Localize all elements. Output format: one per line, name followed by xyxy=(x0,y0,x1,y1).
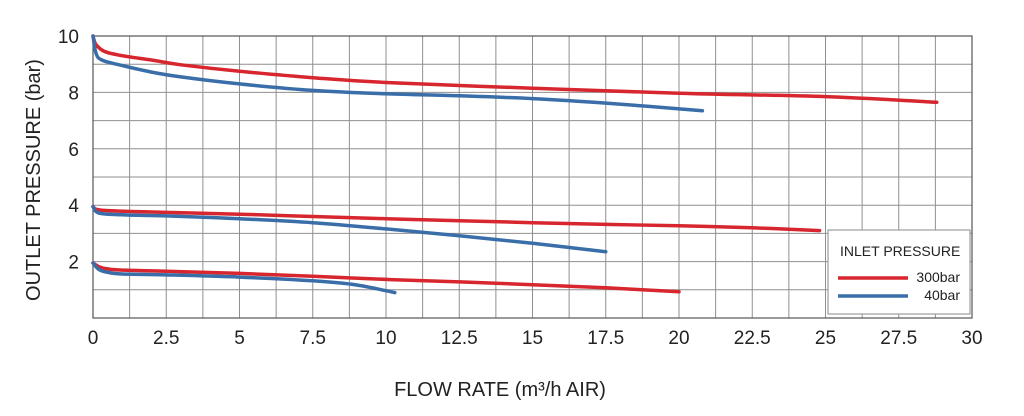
x-tick-label: 25 xyxy=(815,328,836,349)
legend-title: INLET PRESSURE xyxy=(840,243,960,259)
x-tick-label: 5 xyxy=(234,328,245,349)
x-tick-label: 2.5 xyxy=(153,328,179,349)
x-tick-label: 0 xyxy=(88,328,99,349)
y-axis-label: OUTLET PRESSURE (bar) xyxy=(23,59,45,301)
y-tick-label: 2 xyxy=(68,253,79,274)
series-line-300bar-setpoint-2 xyxy=(91,261,681,294)
y-tick-label: 8 xyxy=(68,83,79,104)
x-tick-label: 15 xyxy=(522,328,543,349)
x-tick-label: 22.5 xyxy=(734,328,771,349)
tick-labels: 0 2.5 5 7.5 10 12.5 15 17.5 20 22.5 25 27.5 30 2 4 6 8 10 xyxy=(58,27,983,349)
legend: INLET PRESSURE 300bar 40bar xyxy=(827,229,971,315)
y-tick-label: 6 xyxy=(68,140,79,161)
x-axis-label: FLOW RATE (m³/h AIR) xyxy=(394,379,606,401)
x-tick-label: 12.5 xyxy=(441,328,478,349)
plot-frame xyxy=(92,35,973,319)
legend-box xyxy=(827,229,971,315)
x-tick-label: 20 xyxy=(668,328,689,349)
x-tick-label: 17.5 xyxy=(587,328,624,349)
series-line-40bar-setpoint-10 xyxy=(91,34,705,113)
legend-label-300bar: 300bar xyxy=(916,269,960,285)
x-tick-label: 27.5 xyxy=(880,328,917,349)
y-tick-label: 4 xyxy=(68,196,79,217)
series-line-40bar-setpoint-2 xyxy=(91,261,397,295)
series-layer xyxy=(91,34,939,295)
y-tick-label: 10 xyxy=(58,27,79,48)
series-line-40bar-setpoint-4 xyxy=(91,204,608,254)
legend-label-40bar: 40bar xyxy=(924,287,960,303)
x-tick-label: 7.5 xyxy=(300,328,326,349)
x-tick-label: 30 xyxy=(961,328,982,349)
x-tick-label: 10 xyxy=(375,328,396,349)
series-line-300bar-setpoint-10 xyxy=(91,34,939,105)
series-line-300bar-setpoint-4 xyxy=(91,204,822,233)
